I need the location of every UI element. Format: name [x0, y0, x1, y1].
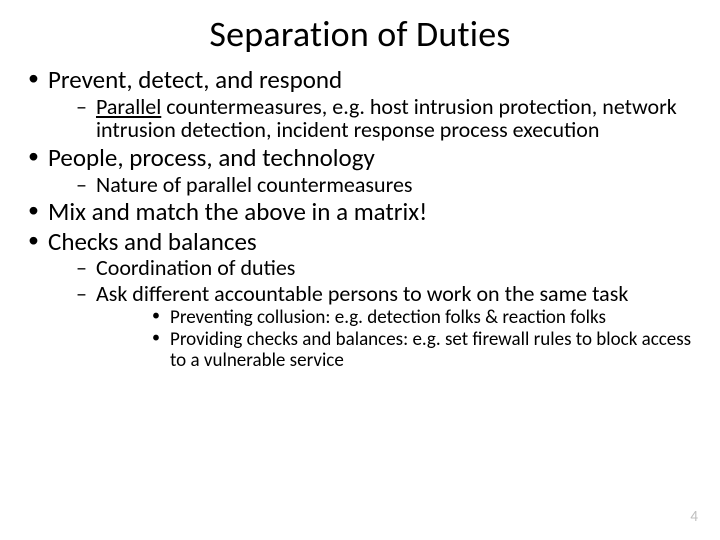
- bullet-lvl1: People, process, and technology Nature o…: [22, 144, 698, 196]
- bullet-text: Nature of parallel countermeasures: [96, 171, 413, 198]
- bullet-lvl2: Parallel countermeasures, e.g. host intr…: [48, 95, 698, 143]
- bullet-lvl2: Coordination of duties: [48, 256, 698, 280]
- subsublist: Preventing collusion: e.g. detection fol…: [96, 307, 698, 372]
- bullet-text: Ask different accountable persons to wor…: [96, 280, 628, 307]
- slide-title: Separation of Duties: [22, 12, 698, 56]
- bullet-text: Preventing collusion: e.g. detection fol…: [170, 306, 606, 329]
- bullet-text: Mix and match the above in a matrix!: [48, 196, 427, 227]
- sublist: Parallel countermeasures, e.g. host intr…: [48, 95, 698, 143]
- bullet-text: countermeasures, e.g. host intrusion pro…: [96, 93, 677, 144]
- bullet-text: Checks and balances: [48, 226, 257, 257]
- bullet-lvl2: Ask different accountable persons to wor…: [48, 282, 698, 372]
- bullet-lvl3: Preventing collusion: e.g. detection fol…: [96, 307, 698, 328]
- bullet-lvl1: Mix and match the above in a matrix!: [22, 198, 698, 226]
- bullet-text: Providing checks and balances: e.g. set …: [170, 328, 691, 372]
- sublist: Coordination of duties Ask different acc…: [48, 256, 698, 371]
- bullet-lvl3: Providing checks and balances: e.g. set …: [96, 329, 698, 372]
- bullet-text: Prevent, detect, and respond: [48, 64, 342, 95]
- bullet-lvl2: Nature of parallel countermeasures: [48, 173, 698, 197]
- slide: Separation of Duties Prevent, detect, an…: [0, 0, 720, 540]
- bullet-text: Coordination of duties: [96, 254, 295, 281]
- bullet-text: People, process, and technology: [48, 142, 375, 173]
- bullet-list: Prevent, detect, and respond Parallel co…: [22, 66, 698, 372]
- bullet-lvl1: Checks and balances Coordination of duti…: [22, 228, 698, 372]
- sublist: Nature of parallel countermeasures: [48, 173, 698, 197]
- page-number: 4: [690, 508, 698, 526]
- bullet-lvl1: Prevent, detect, and respond Parallel co…: [22, 66, 698, 142]
